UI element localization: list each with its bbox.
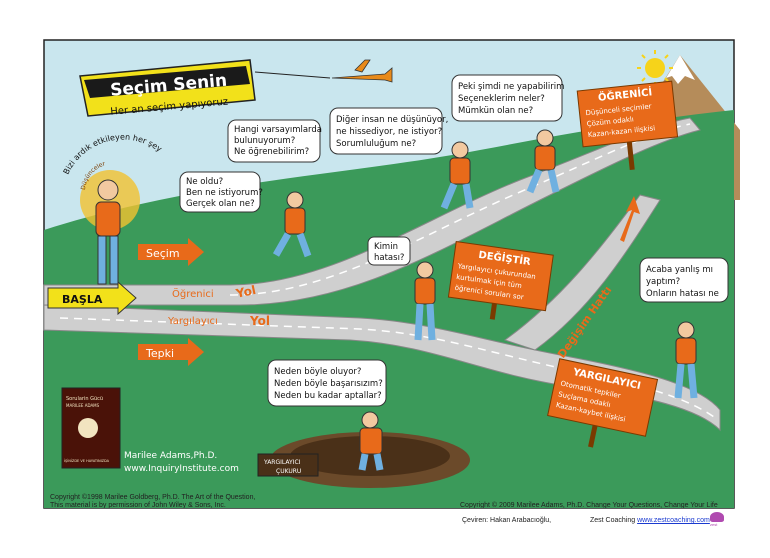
person-in-pit [358,411,384,471]
bubble2-line1: Hangi varsayımlarda [234,125,322,135]
bubble4-line3: Mümkün olan ne? [458,106,533,116]
zest-name: Zest Coaching [590,517,636,524]
sun-icon [637,50,673,86]
person-crossed-arms [674,321,698,399]
start-arrow: BAŞLA [47,280,137,316]
zest-credit: Zest Coaching www.zestcoaching.com [590,517,710,524]
bubble-assumptions: Hangi varsayımlarda bulunuyorum? Ne öğre… [227,119,322,163]
bubble1-line3: Gerçek olan ne? [186,199,255,209]
bubble4-line2: Seçeneklerim neler? [458,94,545,104]
bubble-what-happened: Ne oldu? Ben ne istiyorum? Gerçek olan n… [179,171,263,213]
bubble7-line3: Neden bu kadar aptallar? [274,391,382,401]
bubble6-line2: yaptım? [646,277,680,287]
bubble3-line3: Sorumluluğum ne? [336,139,416,149]
title-banner: Seçim Senin Her an seçim yapıyoruz [79,59,331,118]
start-label: BAŞLA [62,293,103,306]
bubble-did-i-wrong: Acaba yanlış mı yaptım? Onların hatası n… [639,257,729,303]
pit-sign-line1: YARGILAYICI [263,459,301,466]
airplane-icon [331,59,393,83]
bubble6-line1: Acaba yanlış mı [646,265,713,275]
zest-url[interactable]: www.zestcoaching.com [637,517,710,524]
judger-sign: YARGILAYICI Otomatik tepkiler Suçlama od… [547,358,659,448]
copyright-left: Copyright ©1998 Marilee Goldberg, Ph.D. … [50,494,256,501]
learner-road-label: Öğrenici [172,287,214,300]
bubble-other-person: Diğer insan ne düşünüyor, ne hissediyor,… [329,107,448,155]
bubble1-line2: Ben ne istiyorum? [186,188,263,198]
reaction-arrow: Tepki [138,338,204,366]
bubble-what-now: Peki şimdi ne yapabilirim Seçeneklerim n… [451,74,564,122]
book-tagline: İŞİNİZDE VE HAYATINIZDA [64,458,110,463]
copyright-right: Copyright © 2009 Marilee Adams, Ph.D. Ch… [460,502,718,509]
bubble2-line2: bulunuyorum? [234,136,295,146]
person-walker-2 [440,141,474,210]
person-walker-3 [526,129,560,194]
bubble6-line3: Onların hatası ne [646,289,719,299]
bubble7-line1: Neden böyle oluyor? [274,367,361,377]
reaction-label: Tepki [145,347,174,360]
bubble2-line3: Ne öğrenebilirim? [234,147,309,157]
bubble5-line2: hatası? [374,253,404,263]
bubble-why: Neden böyle oluyor? Neden böyle başarısı… [267,359,387,407]
choice-label: Seçim [146,247,180,260]
bubble4-line1: Peki şimdi ne yapabilirim [458,82,564,92]
bubble3-line2: ne hissediyor, ne istiyor? [336,127,442,137]
learner-road-yol: Yol [234,283,257,301]
zest-logo: zest [710,512,726,527]
book-author: MARILEE ADAMS [66,403,100,408]
bubble7-line2: Neden böyle başarısızım? [274,379,383,389]
person-walker-1 [272,191,312,258]
author-name: Marilee Adams,Ph.D. [124,451,217,461]
pit-sign-line2: ÇUKURU [276,468,301,475]
pit-sign: YARGILAYICI ÇUKURU [257,453,319,477]
bubble-whose-fault: Kimin hatası? [367,236,411,266]
bubble1-line1: Ne oldu? [186,177,223,187]
person-start [95,179,121,285]
zest-logo-text: zest [710,522,718,527]
book-cover: Sorularin Gücü MARILEE ADAMS İŞİNİZDE VE… [61,387,121,469]
learner-sign: ÖĞRENİCİ Düşünceli seçimler Çözüm odaklı… [576,80,679,171]
choice-arrow: Seçim [138,238,204,266]
author-site: www.InquiryInstitute.com [124,464,239,474]
change-sign: DEĞİŞTİR Yargılayıcı çukurundan kurtulma… [447,241,554,320]
bubble3-line1: Diğer insan ne düşünüyor, [336,115,448,125]
judger-road-yol: Yol [249,314,270,328]
bubble5-line1: Kimin [374,242,398,252]
book-title: Sorularin Gücü [66,396,103,402]
translator-credit: Çeviren: Hakan Arabacıoğlu, [462,517,552,524]
person-blamer [414,261,436,341]
copyright-left-2: This material is by permission of John W… [50,502,226,509]
judger-road-label: Yargılayıcı [167,316,218,327]
